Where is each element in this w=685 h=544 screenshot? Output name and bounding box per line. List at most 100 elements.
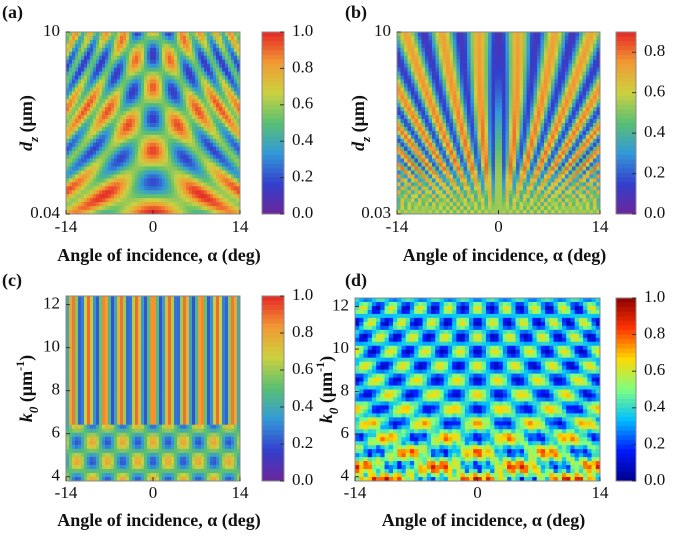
heat-cell [418,166,422,171]
heat-cell [453,170,457,175]
heat-cell [453,95,457,100]
heat-cell [498,166,503,171]
heat-cell [108,166,112,171]
heat-cell [414,63,419,69]
heat-cell [488,166,492,171]
heat-cell [540,95,545,100]
heat-cell [96,142,100,148]
heat-cell [530,91,534,96]
heat-cell [516,43,520,49]
heat-cell [561,119,566,124]
heat-cell [523,134,527,140]
heat-cell [144,63,148,69]
heat-cell [467,138,471,144]
colorbar-tick-label: 0.0 [292,203,313,222]
heat-cell [228,210,232,215]
heat-cell [225,170,229,175]
heat-cell [491,91,496,96]
heat-cell [123,142,127,148]
heat-cell [114,32,118,37]
heat-cell [114,111,118,116]
heat-cell [165,71,169,76]
heat-cell [432,111,436,116]
heat-cell [463,83,468,88]
heat-cell [72,190,76,195]
heat-cell [84,202,88,207]
heat-cell [93,182,97,187]
heat-cell [225,91,229,96]
heat-cell [418,202,422,207]
heat-cell [421,75,426,80]
heat-cell [565,154,569,160]
heat-cell [237,174,241,179]
heat-cell [509,99,513,104]
heat-cell [156,162,160,167]
heat-cell [159,206,163,211]
heat-cell [141,71,145,76]
heat-cell [234,154,238,160]
heat-cell [540,178,545,183]
heat-cell [470,75,475,80]
heat-cell [156,95,160,100]
heat-cell [114,206,118,211]
heat-cell [222,99,226,104]
heat-cell [117,99,121,104]
heat-cell [75,182,79,187]
heat-cell [180,87,184,92]
heat-cell [201,87,205,92]
heat-cell [201,134,205,140]
heat-cell [150,198,154,203]
heat-cell [96,67,100,72]
heat-cell [234,186,238,191]
heat-cell [540,174,545,179]
heat-cell [216,119,220,124]
heat-cell [558,111,562,116]
heat-cell [442,126,447,132]
heat-cell [105,43,109,49]
heat-cell [421,182,426,187]
heat-cell [484,142,489,148]
heat-cell [414,126,419,132]
heat-cell [509,126,513,132]
heat-cell [93,190,97,195]
heat-cell [192,63,196,69]
heat-cell [177,87,181,92]
heat-cell [168,162,172,167]
heat-cell [147,39,151,45]
heat-cell [72,178,76,183]
heat-cell [78,130,82,136]
heat-cell [132,115,136,120]
heat-cell [537,134,541,140]
heat-cell [105,87,109,92]
heat-cell [397,150,401,156]
heat-cell [126,99,130,104]
heat-cell [198,119,202,124]
heat-cell [72,67,76,72]
heat-cell [177,190,181,195]
heat-cell [418,99,422,104]
heat-cell [183,142,187,148]
heat-cell [162,111,166,116]
heat-cell [204,71,208,76]
heat-cell [132,174,136,179]
heat-cell [156,55,160,61]
heat-cell [474,32,478,37]
heat-cell [225,186,229,191]
heat-cell [533,75,538,80]
heat-cell [105,166,109,171]
heat-cell [183,79,187,84]
heat-cell [75,210,79,215]
heat-cell [231,154,235,160]
heat-cell [84,190,88,195]
heat-cell [147,115,151,120]
heat-cell [66,67,70,72]
heat-cell [69,51,73,57]
heat-cell [210,134,214,140]
heat-cell [418,87,422,92]
heat-cell [159,87,163,92]
heat-cell [120,198,124,203]
heat-cell [108,178,112,183]
heat-cell [183,123,187,128]
heat-cell [498,95,503,100]
heat-cell [111,182,115,187]
